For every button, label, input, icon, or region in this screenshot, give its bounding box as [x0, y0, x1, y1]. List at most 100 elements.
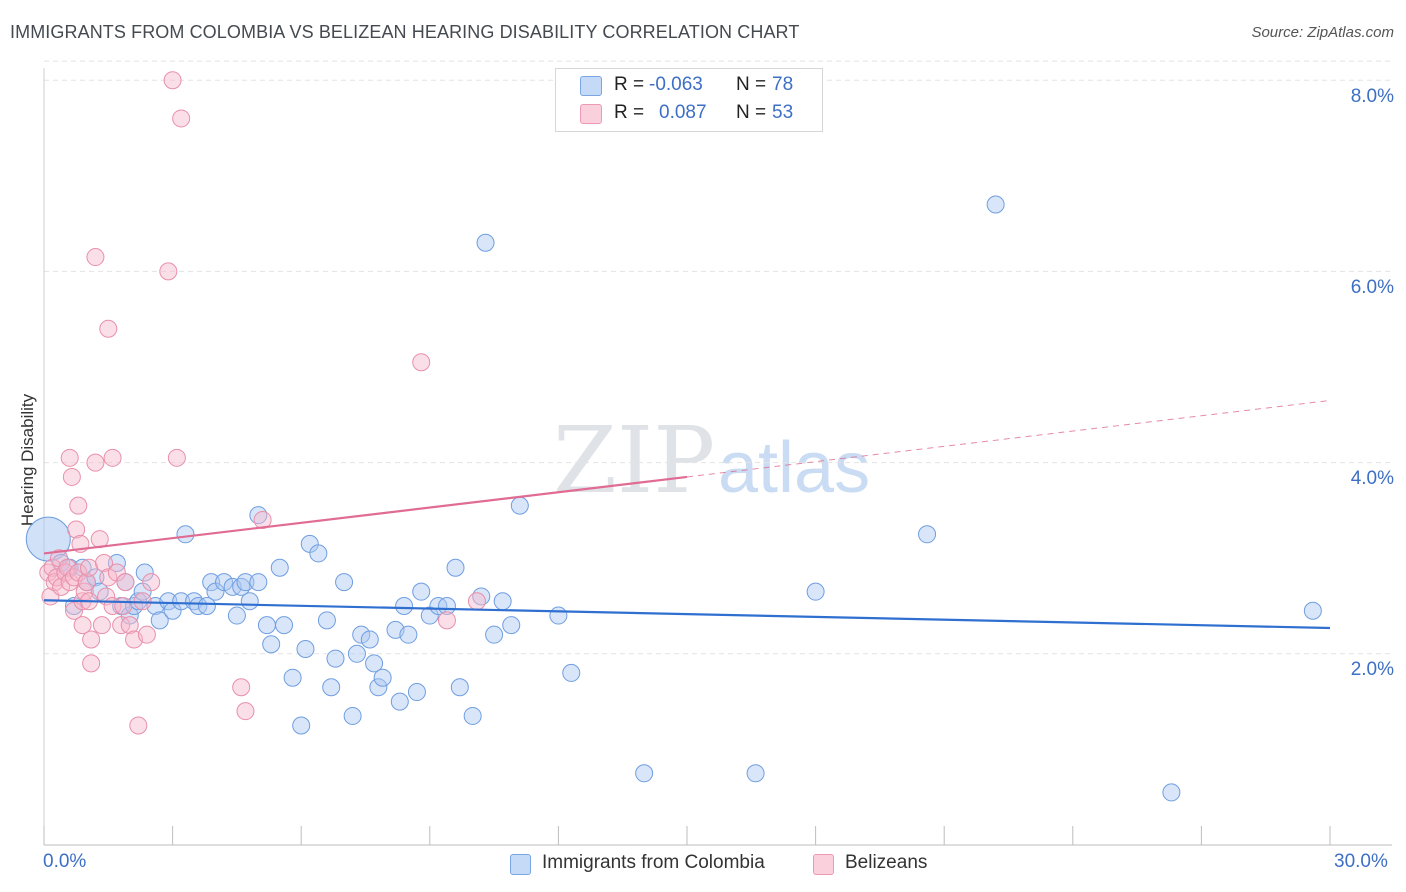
colombia-point [296, 640, 315, 659]
legend-r-label: R = [614, 102, 645, 123]
colombia-point [283, 668, 302, 687]
colombia-point [107, 553, 126, 572]
legend-swatch-colombia [510, 854, 531, 875]
legend-n-label: N = [736, 102, 767, 123]
belizean-point [437, 611, 456, 630]
colombia-point [86, 568, 105, 587]
colombia-point [390, 692, 409, 711]
belizean-point [67, 520, 86, 539]
colombia-point [369, 678, 388, 697]
colombia-point [446, 558, 465, 577]
belizean-point [137, 625, 156, 644]
belizean-point [62, 467, 81, 486]
legend-swatch-belizeans [813, 854, 834, 875]
belizean-point [73, 616, 92, 635]
x-tick-label-max: 30.0% [1334, 851, 1388, 872]
x-tick-label-min: 0.0% [43, 851, 87, 872]
belizean-point [232, 678, 251, 697]
belizean-point [159, 262, 178, 281]
colombia-point [249, 573, 268, 592]
belizean-point [116, 573, 135, 592]
colombia-point [257, 616, 276, 635]
y-tick-label: 8.0% [1350, 86, 1394, 107]
belizean-point [86, 248, 105, 267]
colombia-point [373, 668, 392, 687]
y-tick-label: 4.0% [1350, 468, 1394, 489]
belizean-point [82, 630, 101, 649]
colombia-point [806, 582, 825, 601]
belizean-point [103, 448, 122, 467]
legend-r-value: 0.087 [659, 102, 707, 123]
belizean-trend-line [43, 475, 688, 555]
colombia-point [1303, 601, 1322, 620]
belizean-point [99, 568, 118, 587]
colombia-point [326, 649, 345, 668]
colombia-point [317, 611, 336, 630]
colombia-point [476, 233, 495, 252]
belizean-point [80, 558, 99, 577]
colombia-point [485, 625, 504, 644]
legend-n-value: 78 [772, 74, 794, 95]
legend-swatch-colombia [580, 76, 602, 96]
colombia-point [275, 616, 294, 635]
belizean-point [69, 496, 88, 515]
colombia-point [635, 764, 654, 783]
y-tick-label: 2.0% [1350, 659, 1394, 680]
colombia-point [270, 558, 289, 577]
colombia-point [335, 573, 354, 592]
legend-n-value: 53 [772, 102, 794, 123]
belizean-point [236, 702, 255, 721]
belizean-point [77, 573, 96, 592]
colombia-point [399, 625, 418, 644]
colombia-point [343, 706, 362, 725]
legend-row-belizeans: R = 0.087 N = 53 [556, 100, 822, 128]
belizean-point [129, 716, 148, 735]
colombia-point [262, 635, 281, 654]
colombia-point [395, 597, 414, 615]
colombia-point [227, 606, 246, 625]
belizean-point [142, 573, 161, 592]
colombia-point [352, 625, 371, 644]
colombia-point [309, 544, 328, 563]
colombia-point [437, 597, 456, 615]
belizean-point [56, 563, 75, 582]
colombia-point [202, 573, 221, 592]
belizean-point [95, 553, 114, 572]
colombia-point [197, 597, 216, 615]
colombia-point [240, 592, 259, 611]
colombia-point [172, 592, 191, 611]
legend-label-colombia: Immigrants from Colombia [542, 852, 765, 873]
legend-r-value: -0.063 [649, 74, 703, 95]
colombia-point [746, 764, 765, 783]
belizean-point [60, 448, 79, 467]
colombia-point [150, 611, 169, 630]
belizean-point [467, 592, 486, 611]
colombia-point [365, 654, 384, 673]
colombia-point [360, 630, 379, 649]
legend-n-label: N = [736, 74, 767, 95]
colombia-point [215, 573, 234, 592]
colombia-point [135, 563, 154, 582]
belizean-point [92, 616, 111, 635]
colombia-point [292, 716, 311, 735]
belizean-point [99, 319, 118, 338]
belizean-point [172, 109, 191, 128]
colombia-point [412, 582, 431, 601]
colombia-point [562, 663, 581, 682]
colombia-point [502, 616, 521, 635]
belizean-point [167, 448, 186, 467]
belizean-point [114, 597, 133, 615]
chart-title: IMMIGRANTS FROM COLOMBIA VS BELIZEAN HEA… [10, 22, 800, 42]
y-tick-label: 6.0% [1350, 277, 1394, 298]
colombia-point [918, 525, 937, 544]
stats-legend: R = -0.063 N = 78 R = 0.087 N = 53 [555, 68, 823, 132]
watermark-zip: ZIP [553, 407, 715, 514]
colombia-point [347, 644, 366, 663]
colombia-point [463, 706, 482, 725]
belizean-point [52, 577, 71, 596]
belizean-point [58, 558, 77, 577]
belizean-point [86, 453, 105, 472]
legend-swatch-belizeans [580, 104, 602, 124]
colombia-point [549, 606, 568, 625]
